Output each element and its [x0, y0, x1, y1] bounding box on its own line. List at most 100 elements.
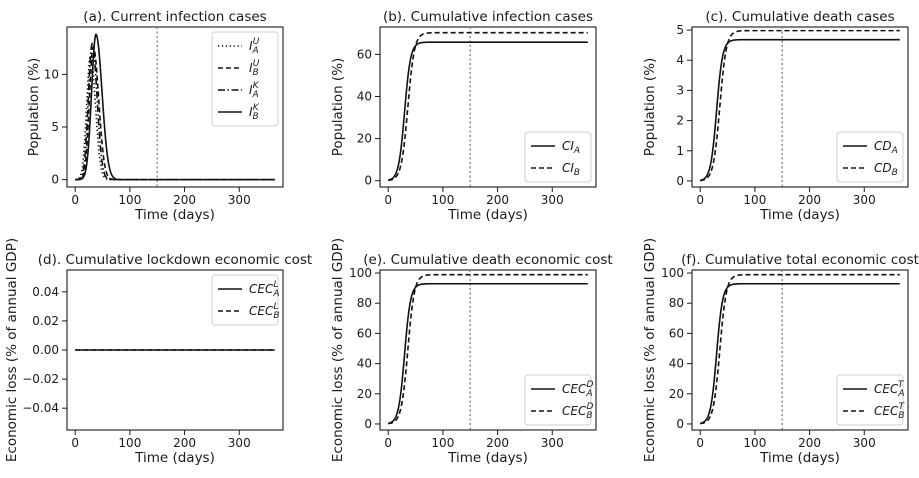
legend-base: I: [249, 83, 253, 97]
legend-label: CECBT: [874, 402, 906, 421]
y-tick-label: 2: [676, 114, 684, 128]
y-axis-label: Population (%): [330, 58, 346, 157]
x-axis-label: Time (days): [447, 207, 528, 223]
legend-subscript: A: [573, 146, 580, 156]
legend-subscript: B: [253, 112, 259, 122]
y-tick-label: 80: [669, 296, 684, 310]
legend-superscript: L: [274, 302, 279, 312]
x-tick-label: 200: [486, 193, 509, 207]
y-tick-label: 0: [364, 417, 372, 431]
x-tick-label: 300: [853, 193, 876, 207]
y-tick-label: 0.00: [32, 343, 59, 357]
y-axis-label: Economic loss (% of annual GDP): [330, 238, 346, 462]
panel-title: (e). Cumulative death economic cost: [363, 252, 612, 268]
legend-superscript: D: [587, 402, 594, 412]
series-line-CD_B: [700, 29, 900, 182]
legend-base: CEC: [874, 404, 899, 418]
legend-box: [524, 374, 592, 426]
legend-subscript: B: [574, 168, 580, 178]
legend-box: [211, 274, 279, 326]
legend-base: I: [249, 39, 253, 53]
legend-label: CIA: [562, 139, 580, 156]
legend-box: [524, 131, 592, 183]
legend-superscript: K: [253, 81, 260, 91]
plot-frame: [66, 26, 284, 188]
y-tick-label: 5: [51, 120, 59, 134]
plot-frame: [379, 269, 597, 431]
legend-base: CEC: [874, 382, 899, 396]
x-tick-label: 200: [173, 436, 196, 450]
x-axis-label: Time (days): [447, 450, 528, 466]
y-tick-label: 0: [676, 417, 684, 431]
legend-base: CD: [874, 161, 892, 175]
x-tick-label: 200: [798, 193, 821, 207]
series-line-CEC_B^D: [388, 273, 588, 425]
y-tick-label: 4: [676, 53, 684, 67]
x-tick-label: 0: [696, 436, 704, 450]
series-line-I_B^K: [75, 32, 275, 181]
y-tick-label: 60: [669, 326, 684, 340]
legend-superscript: K: [253, 103, 260, 113]
y-tick-label: 80: [357, 296, 372, 310]
legend-label: IBK: [249, 103, 260, 122]
x-tick-label: 300: [541, 193, 564, 207]
legend-base: CI: [562, 139, 574, 153]
x-tick-label: 0: [71, 436, 79, 450]
series-line-CD_A: [700, 38, 900, 182]
panel-d: (d). Cumulative lockdown economic cost 0 1…: [4, 238, 312, 466]
y-axis-label: Population (%): [26, 58, 42, 157]
legend-subscript: A: [891, 146, 898, 156]
legend-box: [836, 131, 904, 183]
y-tick-label: 40: [357, 357, 372, 371]
y-tick-label: 20: [357, 132, 372, 146]
y-tick-label: −0.02: [22, 372, 59, 386]
legend-base: CEC: [562, 382, 587, 396]
series-line-CEC_A^T: [700, 282, 900, 425]
y-tick-label: 5: [676, 23, 684, 37]
legend-superscript: U: [253, 37, 260, 47]
x-tick-label: 0: [696, 193, 704, 207]
panel-c: (c). Cumulative death cases 0 100 200 300 Tim…: [642, 9, 909, 223]
y-axis-label: Economic loss (% of annual GDP): [642, 238, 658, 462]
legend-label: CECBL: [249, 302, 280, 321]
y-tick-label: 100: [349, 266, 372, 280]
legend-subscript: B: [586, 411, 592, 421]
y-tick-label: 20: [669, 387, 684, 401]
plot-frame: [691, 269, 909, 431]
x-tick-label: 100: [743, 193, 766, 207]
legend-subscript: B: [898, 411, 904, 421]
x-tick-label: 100: [431, 436, 454, 450]
legend-label: IAK: [249, 81, 260, 100]
legend-superscript: T: [898, 380, 905, 390]
y-tick-label: 1: [676, 144, 684, 158]
legend-label: CDB: [874, 161, 898, 178]
y-axis-label: Economic loss (% of annual GDP): [4, 238, 20, 462]
legend-base: CEC: [249, 304, 274, 318]
series-line-CEC_A^D: [388, 282, 588, 425]
legend-base: CEC: [562, 404, 587, 418]
legend-subscript: A: [272, 289, 279, 299]
x-tick-label: 300: [853, 436, 876, 450]
legend-subscript: A: [897, 389, 904, 399]
y-tick-label: 40: [357, 89, 372, 103]
panel-title: (a). Current infection cases: [83, 9, 266, 25]
x-tick-label: 100: [118, 436, 141, 450]
legend-subscript: A: [585, 389, 592, 399]
x-tick-label: 200: [798, 436, 821, 450]
legend-superscript: U: [253, 59, 260, 69]
legend-base: CI: [562, 161, 574, 175]
y-tick-label: −0.04: [22, 401, 59, 415]
y-tick-label: 20: [357, 387, 372, 401]
legend-superscript: T: [899, 402, 906, 412]
x-tick-label: 100: [743, 436, 766, 450]
panel-title: (c). Cumulative death cases: [705, 9, 894, 25]
x-tick-label: 0: [384, 436, 392, 450]
legend-base: CD: [874, 139, 892, 153]
plot-frame: [691, 26, 909, 188]
legend-label: IAU: [249, 37, 260, 56]
